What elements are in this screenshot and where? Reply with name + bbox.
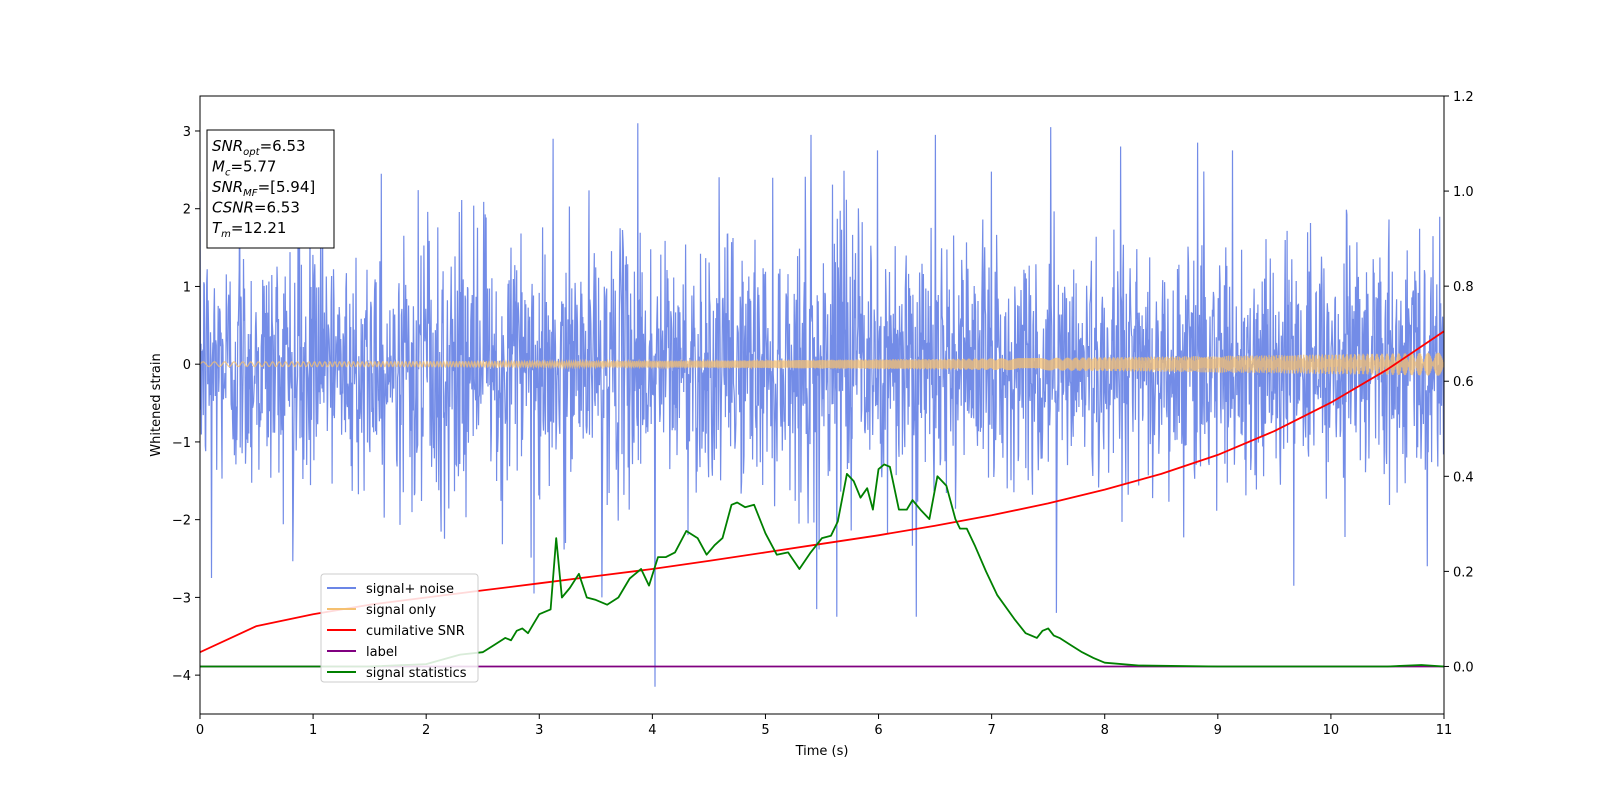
right-tick-label: 0.6 bbox=[1453, 375, 1474, 390]
legend: signal+ noise signal only cumilative SNR la… bbox=[320, 573, 479, 683]
right-tick-label: 0.8 bbox=[1453, 280, 1474, 295]
y-tick-label: −4 bbox=[172, 669, 191, 684]
y-axis-ticks: 3 2 1 0 −1 −2 −3 −4 bbox=[172, 125, 200, 684]
right-axis-ticks: 1.2 1.0 0.8 0.6 0.4 0.2 0.0 bbox=[1444, 90, 1474, 675]
legend-label: label bbox=[366, 645, 397, 660]
legend-label: signal+ noise bbox=[366, 582, 454, 597]
right-tick-label: 1.0 bbox=[1453, 185, 1474, 200]
right-tick-label: 1.2 bbox=[1453, 90, 1474, 105]
annotation-line: Tm=12.21 bbox=[212, 219, 286, 240]
x-tick-label: 2 bbox=[422, 723, 430, 738]
x-tick-label: 1 bbox=[309, 723, 317, 738]
y-tick-label: 2 bbox=[183, 203, 191, 218]
annotation-frame bbox=[206, 129, 335, 249]
x-axis-label: Time (s) bbox=[795, 744, 849, 759]
series-signal-statistics bbox=[200, 463, 1444, 668]
x-tick-label: 4 bbox=[648, 723, 656, 738]
x-tick-label: 0 bbox=[196, 723, 204, 738]
plot-frame bbox=[199, 95, 1445, 715]
y-axis-label: Whitened strain bbox=[149, 353, 164, 456]
x-tick-label: 9 bbox=[1214, 723, 1222, 738]
right-tick-label: 0.0 bbox=[1453, 660, 1474, 675]
annotation-line: SNRMF=[5.94] bbox=[212, 178, 315, 199]
x-tick-label: 7 bbox=[987, 723, 995, 738]
x-tick-label: 10 bbox=[1323, 723, 1340, 738]
y-tick-label: 1 bbox=[183, 280, 191, 295]
x-tick-label: 8 bbox=[1101, 723, 1109, 738]
x-tick-label: 5 bbox=[761, 723, 769, 738]
x-tick-label: 6 bbox=[874, 723, 882, 738]
legend-frame bbox=[320, 573, 479, 683]
y-tick-label: 0 bbox=[183, 358, 191, 373]
x-tick-label: 3 bbox=[535, 723, 543, 738]
y-tick-label: 3 bbox=[183, 125, 191, 140]
right-tick-label: 0.2 bbox=[1453, 565, 1474, 580]
y-tick-label: −1 bbox=[172, 436, 191, 451]
x-axis-ticks: 0 1 2 3 4 5 6 7 8 9 10 11 bbox=[196, 714, 1452, 738]
y-tick-label: −2 bbox=[172, 514, 191, 529]
legend-label: signal only bbox=[366, 603, 436, 618]
legend-label: cumilative SNR bbox=[366, 624, 465, 639]
annotation-line: CSNR=6.53 bbox=[212, 199, 300, 217]
annotation-line: SNRopt=6.53 bbox=[212, 137, 306, 158]
y-tick-label: −3 bbox=[172, 591, 191, 606]
legend-label: signal statistics bbox=[366, 666, 467, 681]
series-signal-only bbox=[200, 352, 1444, 376]
right-tick-label: 0.4 bbox=[1453, 470, 1474, 485]
x-tick-label: 11 bbox=[1436, 723, 1453, 738]
annotation-line: Mc=5.77 bbox=[212, 158, 276, 179]
